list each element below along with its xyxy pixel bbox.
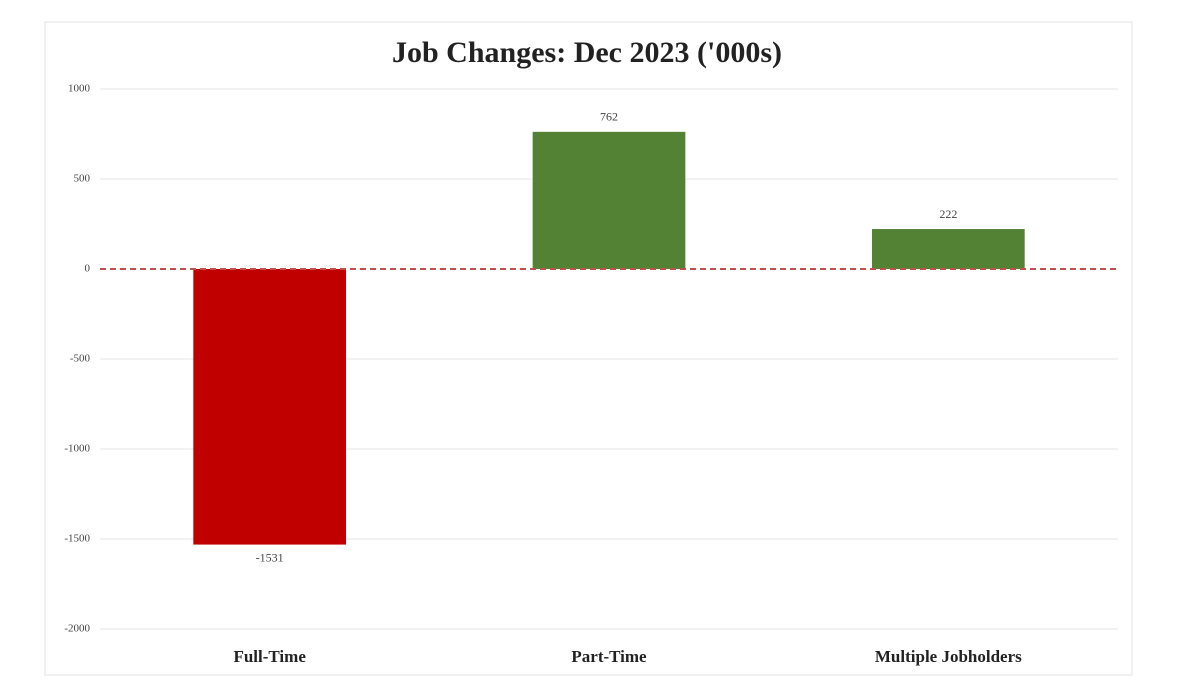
y-tick-label: -500 xyxy=(70,353,91,365)
y-tick-label: 1000 xyxy=(68,83,91,95)
x-tick-label: Multiple Jobholders xyxy=(875,647,1022,666)
value-label: 762 xyxy=(600,110,618,124)
x-tick-label: Part-Time xyxy=(571,647,647,666)
y-tick-label: 0 xyxy=(85,263,91,275)
bar xyxy=(193,269,347,545)
chart-title: Job Changes: Dec 2023 ('000s) xyxy=(392,36,782,69)
bar xyxy=(532,131,686,269)
x-tick-label: Full-Time xyxy=(233,647,306,666)
value-label: -1531 xyxy=(256,550,284,564)
y-tick-label: 500 xyxy=(74,173,91,185)
y-tick-label: -2000 xyxy=(64,623,90,635)
y-tick-label: -1000 xyxy=(64,443,90,455)
bar xyxy=(871,229,1025,269)
y-tick-label: -1500 xyxy=(64,533,90,545)
value-label: 222 xyxy=(939,207,957,221)
